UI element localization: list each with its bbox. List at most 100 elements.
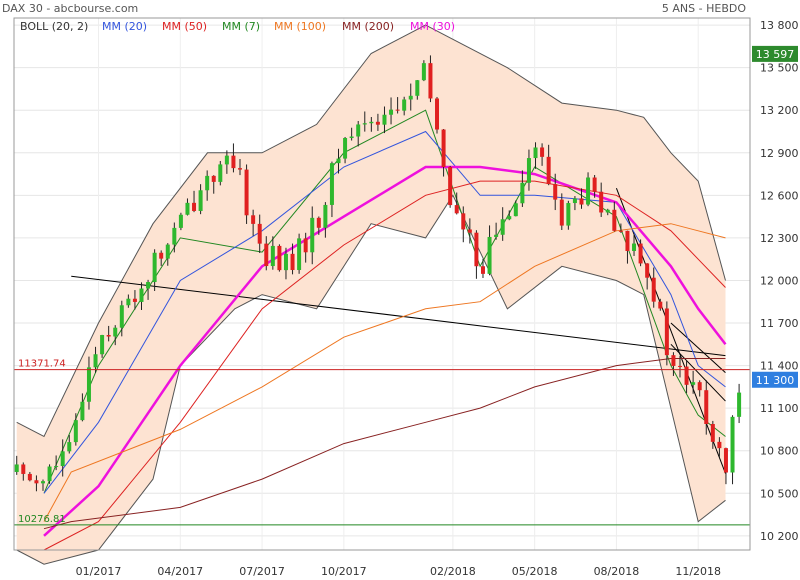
candle-body [658,301,663,309]
candle-body [441,129,446,167]
legend-entry: MM (20) [102,20,147,33]
candle-body [375,121,380,125]
bollinger-upper-line [16,24,726,438]
candle-body [618,230,623,232]
candle-body [559,199,564,226]
candle-body [100,335,105,355]
candle-body [461,213,466,230]
candle-body [297,238,302,271]
trend-line [71,275,726,357]
candle-body [586,177,591,205]
moving-averages [43,109,727,551]
candle-body [389,109,394,115]
x-tick-label: 04/2017 [157,565,203,578]
legend-entry: MM (100) [274,20,326,33]
level-label: 10276.81 [18,514,66,525]
price-badge [752,371,798,388]
y-axis: 10 200 10 500 10 800 11 100 11 400 11 700 12 0… [760,19,799,543]
candle-body [329,163,334,205]
price-badge-label: 11 300 [756,374,795,387]
candle-body [500,219,505,235]
candle-body [651,277,656,302]
candle-body [632,243,637,252]
candle-body [428,63,433,99]
candle-body [546,156,551,185]
candle-body [415,80,420,96]
legend: BOLL (20, 2) MM (20) MM (50) MM (7) MM (100)… [20,20,455,33]
y-tick-label: 10 500 [760,487,799,500]
price-badges: 13 597 11 300 [752,45,798,388]
candle-body [218,164,223,182]
y-tick-label: 10 200 [760,530,799,543]
candle-body [316,217,321,228]
candle-body [691,382,696,385]
candle-body [474,232,479,267]
candle-body [132,298,137,302]
x-tick-label: 05/2018 [512,565,558,578]
candle-body [395,109,400,111]
candle-body [356,124,361,137]
candle-body [251,215,256,224]
candle-body [684,366,689,385]
candle-body [717,441,722,449]
candle-body [185,202,190,215]
candle-body [165,244,170,259]
candle-body [126,298,131,306]
plot-border [13,17,751,551]
candle-body [645,263,650,278]
candle-body [494,234,499,237]
legend-entry: MM (50) [162,20,207,33]
x-tick-label: 02/2018 [430,565,476,578]
candle-body [310,217,315,253]
candle-body [283,253,288,271]
candle-body [205,175,210,191]
chart-title: DAX 30 - abcbourse.com [2,2,138,15]
candle-body [599,191,604,213]
trend-lines [71,188,726,474]
candle-body [54,466,59,468]
candle-body [382,114,387,125]
candle-body [192,202,197,211]
candle-body [421,63,426,81]
candle-body [704,390,709,424]
candle-body [257,223,262,244]
moving-average-line [43,223,726,522]
candle-body [553,184,558,200]
price-badge [752,45,798,62]
candle-body [467,229,472,233]
candle-body [710,423,715,442]
candle-body [579,198,584,205]
candle-body [93,354,98,368]
candle-body [146,282,151,289]
y-tick-label: 13 200 [760,104,799,117]
candle-body [34,480,39,484]
candle-body [343,138,348,159]
x-tick-label: 08/2018 [594,565,640,578]
candle-body [264,243,269,267]
candle-body [402,99,407,111]
candle-body [106,335,111,337]
candle-body [730,416,735,473]
y-tick-label: 13 800 [760,19,799,32]
y-tick-label: 11 400 [760,360,799,373]
candle-body [198,190,203,211]
candle-body [566,203,571,226]
y-tick-label: 13 500 [760,62,799,75]
candle-body [677,365,682,367]
level-label: 11371.74 [18,359,66,370]
candle-body [448,166,453,206]
moving-average-line [43,180,726,551]
trend-line [670,322,726,374]
candle-body [73,420,78,443]
chart-period: 5 ANS - HEBDO [662,2,746,15]
moving-average-line [43,358,726,530]
candle-body [435,98,440,130]
candle-body [572,198,577,204]
candle-body [362,123,367,125]
candle-body [159,252,164,259]
candle-body [625,230,630,252]
x-tick-label: 07/2017 [239,565,285,578]
candle-body [487,236,492,274]
candle-body [612,209,617,231]
candle-body [349,136,354,139]
